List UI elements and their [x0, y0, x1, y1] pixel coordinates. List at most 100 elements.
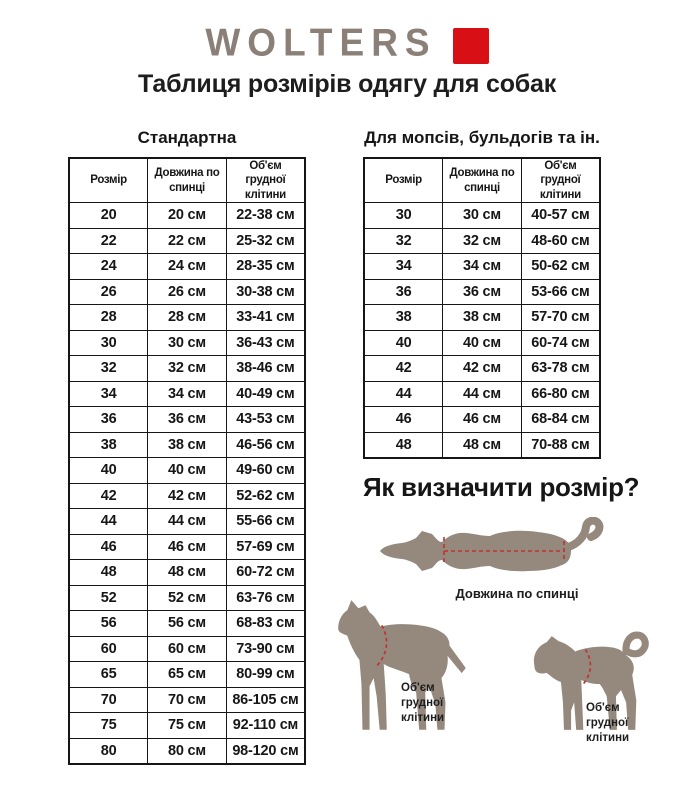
table-cell: 28-35 см: [225, 253, 306, 280]
chest-measure-line: [581, 648, 592, 686]
table-cell: 92-110 см: [225, 712, 306, 739]
page-title: Таблиця розмірів одягу для собак: [137, 70, 557, 98]
table-cell: 38 см: [442, 304, 522, 331]
table-row: 42 42 см 52-62 см: [68, 482, 306, 510]
table-row: 20 20 см 22-38 см: [68, 202, 306, 229]
table-row: 70 70 см 86-105 см: [68, 686, 306, 714]
table-row: 46 46 см 57-69 см: [68, 533, 306, 561]
table-row: 36 36 см 53-66 см: [363, 278, 601, 306]
table-row: 80 80 см 98-120 см: [68, 737, 306, 765]
table-cell: 48: [68, 559, 149, 586]
standard-sizes-section: Стандартна Розмір Довжина по спинці Об'єм …: [68, 128, 306, 766]
bulldog-sizes-section: Для мопсів, бульдогів та ін. Розмір Довжи…: [363, 128, 601, 460]
header-row: Розмір Довжина по спинці Об'єм грудної клі…: [68, 157, 306, 204]
brand-logo: WOLTERS: [0, 23, 694, 64]
table-row: 48 48 см 70-88 см: [363, 431, 601, 459]
table-cell: 25-32 см: [225, 227, 306, 255]
table-cell: 38 см: [147, 431, 227, 459]
bulldog-body: [533, 636, 637, 730]
table-row: 60 60 см 73-90 см: [68, 635, 306, 663]
table-row: 56 56 см 68-83 см: [68, 610, 306, 637]
table-cell: 46: [363, 406, 444, 433]
table-row: 40 40 см 49-60 см: [68, 457, 306, 484]
table-cell: 80: [68, 737, 149, 765]
table-cell: 32: [363, 227, 444, 255]
table-cell: 60 см: [147, 635, 227, 663]
column-header: Розмір: [363, 157, 444, 204]
table-cell: 46 см: [442, 406, 522, 433]
table-cell: 75 см: [147, 712, 227, 739]
table-cell: 28: [68, 304, 149, 331]
table-cell: 40-57 см: [520, 202, 601, 229]
table-cell: 26 см: [147, 278, 227, 306]
table-cell: 53-66 см: [520, 278, 601, 306]
table-cell: 75: [68, 712, 149, 739]
table-row: 44 44 см 55-66 см: [68, 508, 306, 535]
table-row: 65 65 см 80-99 см: [68, 661, 306, 688]
chest-measure-line: [376, 625, 388, 667]
dog-topview-tail: [564, 517, 604, 551]
dog-sideview-body: [338, 600, 466, 730]
table-cell: 30 см: [147, 329, 227, 357]
table-cell: 32: [68, 355, 149, 382]
table-row: 30 30 см 36-43 см: [68, 329, 306, 357]
table-cell: 44: [363, 380, 444, 408]
table-cell: 46: [68, 533, 149, 561]
table-cell: 56: [68, 610, 149, 637]
column-header: Об'єм грудної клітини: [520, 157, 601, 204]
table-row: 34 34 см 50-62 см: [363, 253, 601, 280]
brand-logo-red-square: [452, 28, 489, 64]
table-cell: 42 см: [442, 355, 522, 382]
table-row: 42 42 см 63-78 см: [363, 355, 601, 382]
table-cell: 70 см: [147, 686, 227, 714]
size-table-standard: Розмір Довжина по спинці Об'єм грудної клі…: [68, 157, 306, 766]
table-cell: 80 см: [147, 737, 227, 765]
table-cell: 55-66 см: [225, 508, 306, 535]
table-cell: 43-53 см: [225, 406, 306, 433]
table-cell: 68-84 см: [520, 406, 601, 433]
table-cell: 34 см: [442, 253, 522, 280]
column-header: Довжина по спинці: [442, 157, 522, 204]
table-cell: 26: [68, 278, 149, 306]
table-cell: 48-60 см: [520, 227, 601, 255]
table-cell: 44 см: [442, 380, 522, 408]
table-cell: 22: [68, 227, 149, 255]
table-cell: 86-105 см: [225, 686, 306, 714]
table-subtitle-standard: Стандартна: [137, 128, 237, 147]
table-cell: 38: [363, 304, 444, 331]
table-row: 32 32 см 48-60 см: [363, 227, 601, 255]
table-cell: 33-41 см: [225, 304, 306, 331]
table-cell: 65 см: [147, 661, 227, 688]
table-cell: 36 см: [442, 278, 522, 306]
table-cell: 20 см: [147, 202, 227, 229]
table-cell: 46 см: [147, 533, 227, 561]
table-cell: 68-83 см: [225, 610, 306, 637]
table-row: 52 52 см 63-76 см: [68, 584, 306, 612]
table-cell: 60-74 см: [520, 329, 601, 357]
table-cell: 56 см: [147, 610, 227, 637]
column-header: Об'єм грудної клітини: [225, 157, 306, 204]
chest-label: Об'єм грудної клітини: [586, 702, 630, 744]
table-row: 38 38 см 57-70 см: [363, 304, 601, 331]
table-cell: 24: [68, 253, 149, 280]
table-cell: 32 см: [147, 355, 227, 382]
table-cell: 30 см: [442, 202, 522, 229]
back-length-label: Довжина по спинці: [455, 586, 579, 601]
table-cell: 40 см: [147, 457, 227, 484]
column-header: Розмір: [68, 157, 149, 204]
table-cell: 38-46 см: [225, 355, 306, 382]
table-cell: 60: [68, 635, 149, 663]
table-cell: 42: [68, 482, 149, 510]
table-row: 30 30 см 40-57 см: [363, 202, 601, 229]
table-cell: 22-38 см: [225, 202, 306, 229]
column-header: Довжина по спинці: [147, 157, 227, 204]
table-cell: 49-60 см: [225, 457, 306, 484]
table-row: 34 34 см 40-49 см: [68, 380, 306, 408]
table-cell: 30: [363, 202, 444, 229]
table-cell: 24 см: [147, 253, 227, 280]
table-row: 36 36 см 43-53 см: [68, 406, 306, 433]
table-cell: 40 см: [442, 329, 522, 357]
table-cell: 80-99 см: [225, 661, 306, 688]
table-cell: 30: [68, 329, 149, 357]
table-row: 24 24 см 28-35 см: [68, 253, 306, 280]
